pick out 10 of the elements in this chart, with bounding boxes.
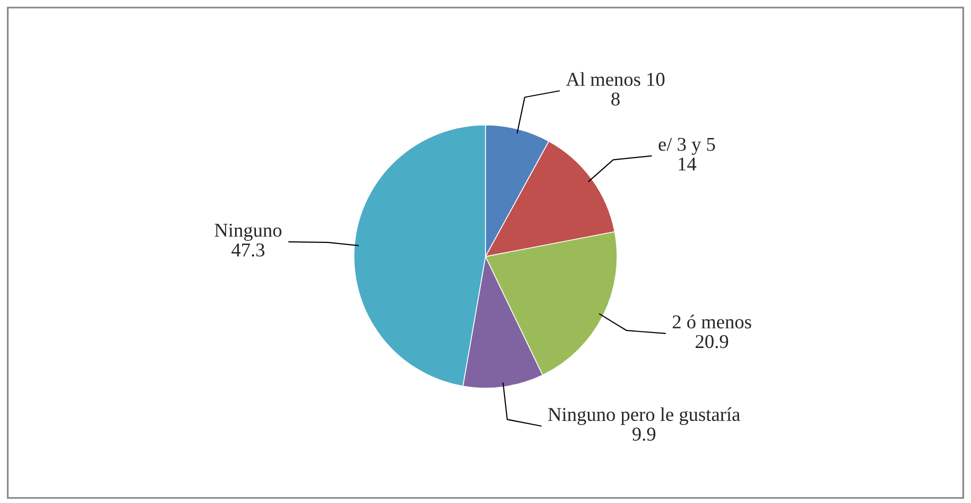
slice-label: Ninguno pero le gustaría — [548, 407, 740, 426]
data-label: 47.3 — [232, 243, 264, 257]
data-label: 9.9 — [632, 428, 656, 441]
data-label: 20.9 — [696, 335, 728, 348]
slice-label: 2 ó menos — [672, 314, 752, 328]
data-label: 14 — [678, 158, 696, 170]
slice-label: e/ 3 y 5 — [658, 138, 715, 155]
slice-label: Ninguno — [214, 224, 282, 241]
slice-label: Al menos 10 — [566, 72, 664, 86]
data-label: 8 — [611, 92, 620, 106]
